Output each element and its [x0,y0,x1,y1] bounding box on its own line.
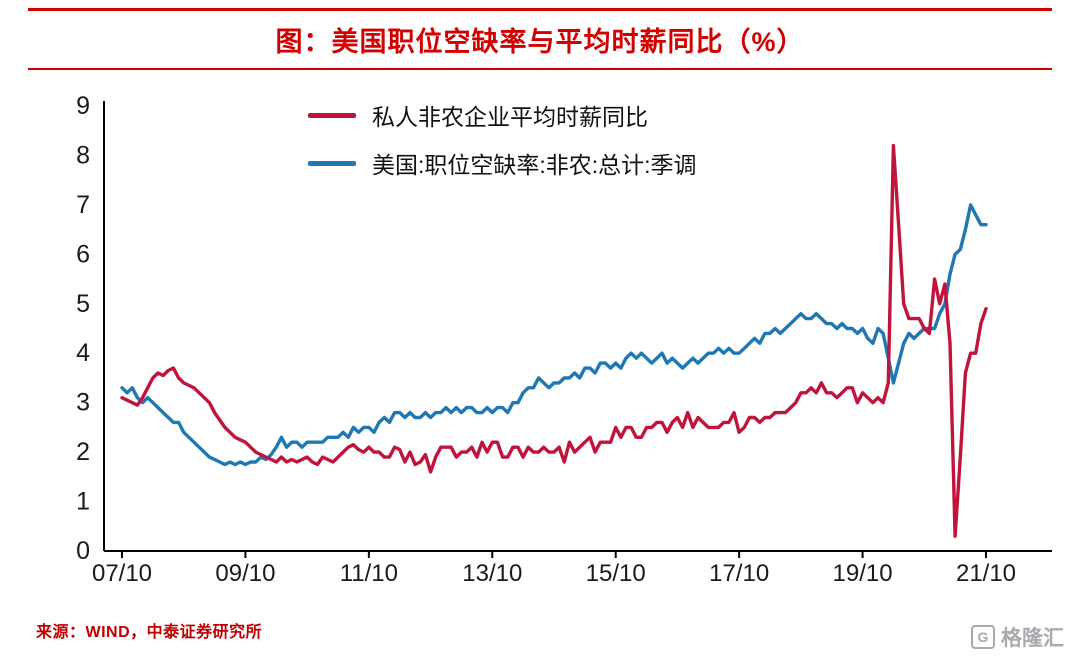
series-line-1 [120,203,988,467]
legend-swatch-blue-line [308,160,356,166]
y-axis-label: 2 [76,438,90,466]
top-rule [28,8,1052,11]
x-axis-label: 21/10 [956,560,1016,587]
gelonghui-logo: G 格隆汇 [971,622,1064,652]
y-axis-label: 9 [76,92,90,120]
page-title: 图：美国职位空缺率与平均时薪同比（%） [275,27,805,57]
y-axis-label: 0 [76,537,90,565]
y-axis-label: 3 [76,389,90,417]
x-axis-label: 13/10 [462,560,522,587]
y-axis-label: 6 [76,240,90,268]
y-axis-label: 1 [76,488,90,516]
x-axis-label: 19/10 [833,560,893,587]
x-axis-label: 15/10 [586,560,646,587]
x-axis-label: 11/10 [340,560,398,587]
x-axis-label: 07/10 [92,560,152,587]
legend-item-wage: 私人非农企业平均时薪同比 [308,97,697,133]
legend-swatch-red-line [308,112,356,118]
y-axis-label: 5 [76,290,90,318]
legend-label-openings: 美国:职位空缺率:非农:总计:季调 [372,152,697,178]
report-chart-page: 图：美国职位空缺率与平均时薪同比（%） 0 1 2 3 4 5 6 7 8 9 07/10 09/10… [0,8,1080,659]
y-axis-label: 7 [76,191,90,219]
x-axis-label: 17/10 [709,560,769,587]
series-line-0 [120,143,988,538]
x-axis-label: 09/10 [215,560,275,587]
legend-item-openings: 美国:职位空缺率:非农:总计:季调 [308,145,697,181]
legend-label-wage: 私人非农企业平均时薪同比 [372,104,648,130]
gelonghui-logo-icon: G [971,625,995,649]
chart-area: 0 1 2 3 4 5 6 7 8 9 07/10 09/10 11/10 13/10 15/10 17/10… [0,81,1080,589]
line-chart: 0 1 2 3 4 5 6 7 8 9 07/10 09/10 11/10 13/10 15/10 17/10… [76,92,1052,587]
source-note: 来源：WIND，中泰证券研究所 [36,624,263,641]
y-axis-label: 4 [76,339,90,367]
y-axis-label: 8 [76,141,90,169]
chart-legend: 私人非农企业平均时薪同比 美国:职位空缺率:非农:总计:季调 [308,97,697,181]
gelonghui-logo-text: 格隆汇 [1001,627,1064,650]
title-underline-rule [28,68,1052,70]
